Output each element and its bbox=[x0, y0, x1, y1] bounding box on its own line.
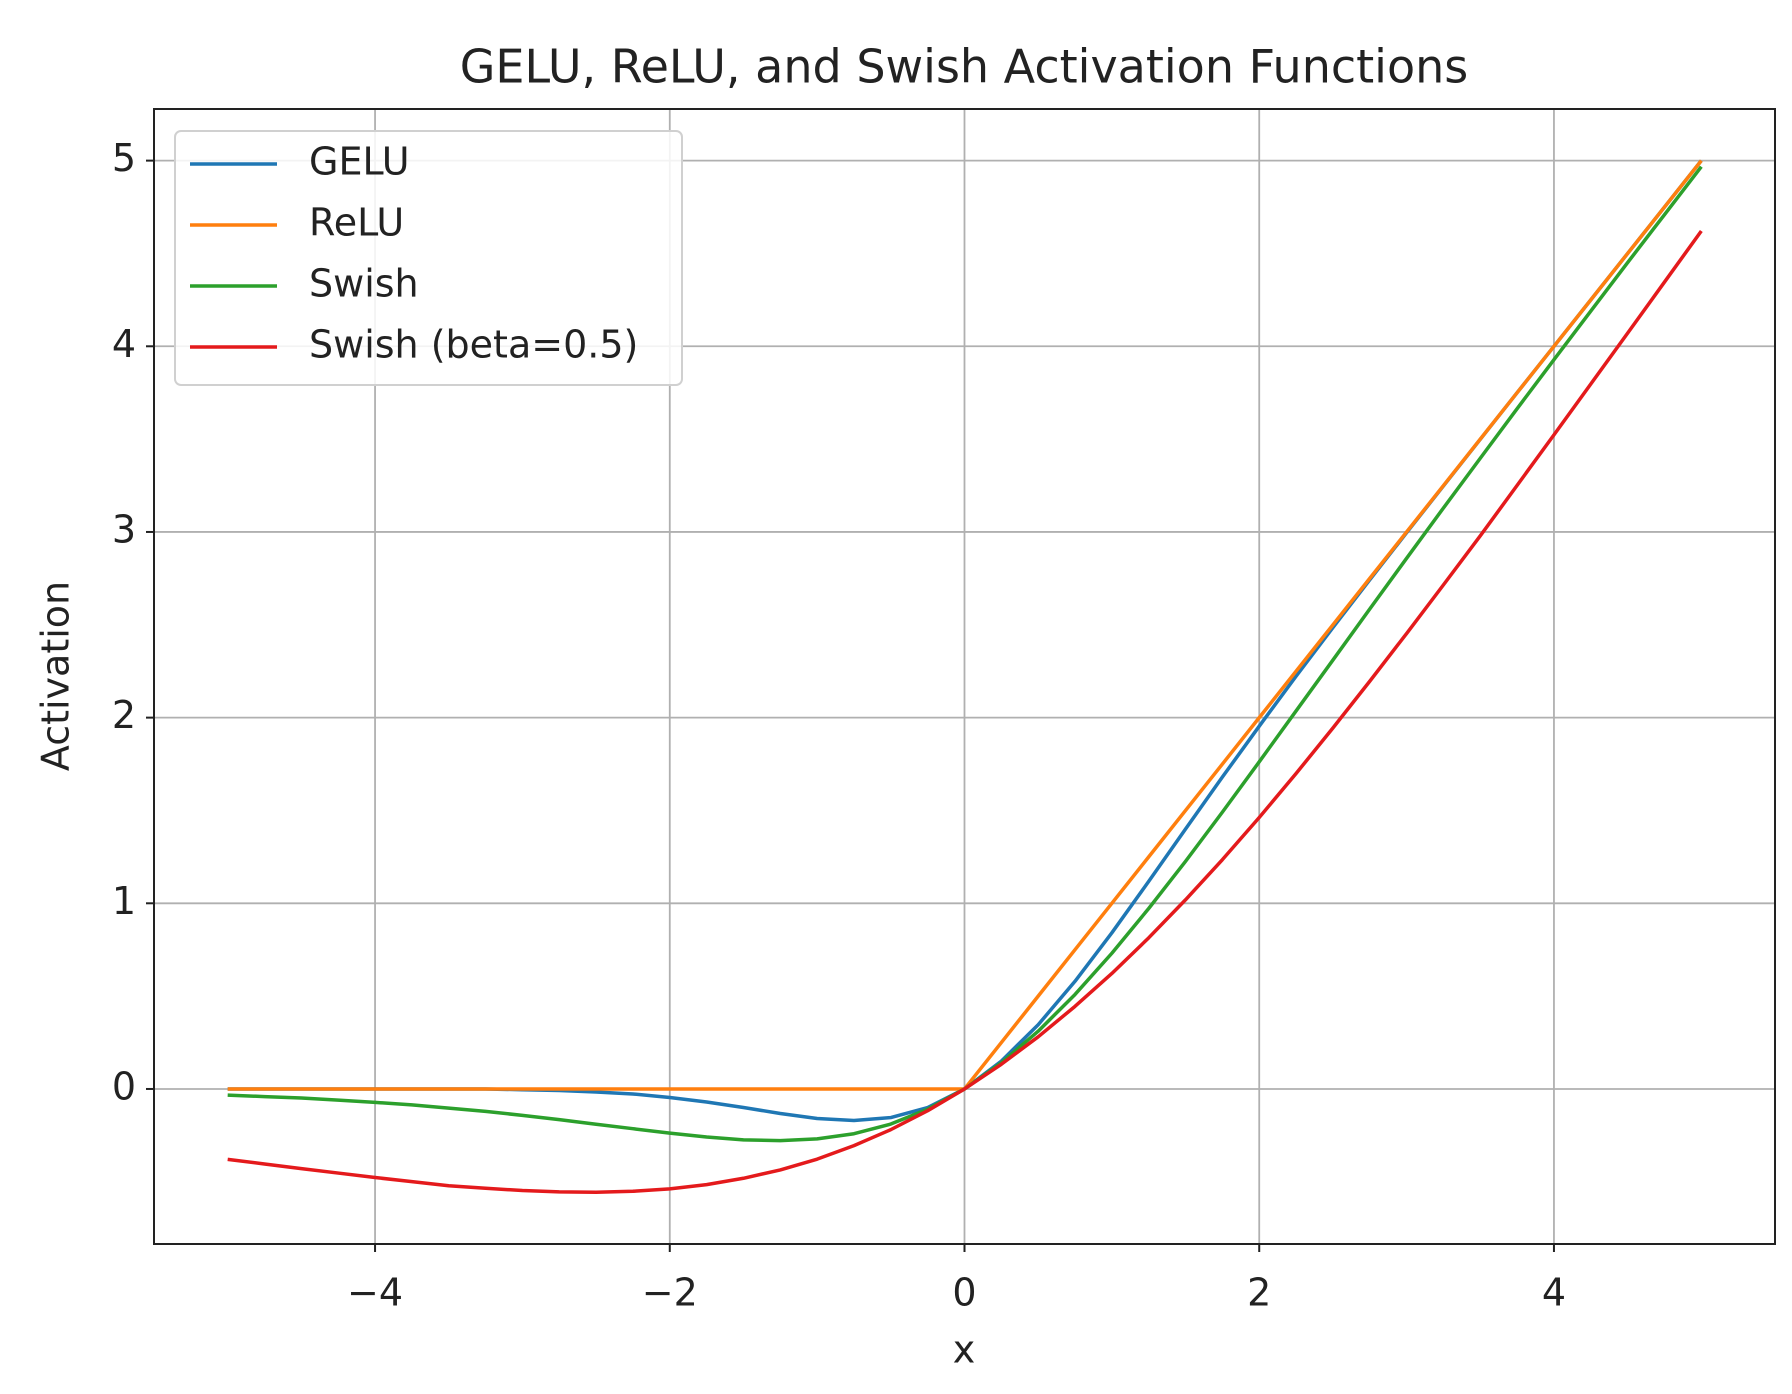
legend-label: Swish (beta=0.5) bbox=[309, 323, 638, 367]
x-tick-label: 2 bbox=[1247, 1271, 1271, 1315]
grid bbox=[154, 109, 1775, 1244]
legend: GELU ReLU Swish Swish (beta=0.5) bbox=[174, 130, 683, 386]
y-tick-label: 4 bbox=[112, 322, 136, 366]
y-tick-label: 3 bbox=[112, 507, 136, 551]
plot-area bbox=[227, 159, 1703, 1194]
x-axis-label: x bbox=[953, 1328, 976, 1372]
ticks: −4 −2 0 2 4 0 1 2 3 4 5 bbox=[112, 136, 1566, 1314]
x-tick-label: 4 bbox=[1542, 1271, 1566, 1315]
series-line bbox=[227, 229, 1703, 1194]
legend-label: ReLU bbox=[309, 201, 404, 245]
legend-box bbox=[174, 130, 683, 386]
y-axis-label: Activation bbox=[34, 581, 78, 771]
y-tick-label: 1 bbox=[112, 879, 136, 923]
legend-label: Swish bbox=[309, 262, 419, 306]
legend-label: GELU bbox=[309, 140, 410, 184]
chart-title: GELU, ReLU, and Swish Activation Functio… bbox=[460, 40, 1468, 94]
x-tick-label: −4 bbox=[347, 1271, 403, 1315]
x-tick-label: −2 bbox=[642, 1271, 698, 1315]
y-tick-label: 5 bbox=[112, 136, 136, 180]
y-tick-label: 0 bbox=[112, 1064, 136, 1108]
x-tick-label: 0 bbox=[952, 1271, 976, 1315]
y-tick-label: 2 bbox=[112, 693, 136, 737]
